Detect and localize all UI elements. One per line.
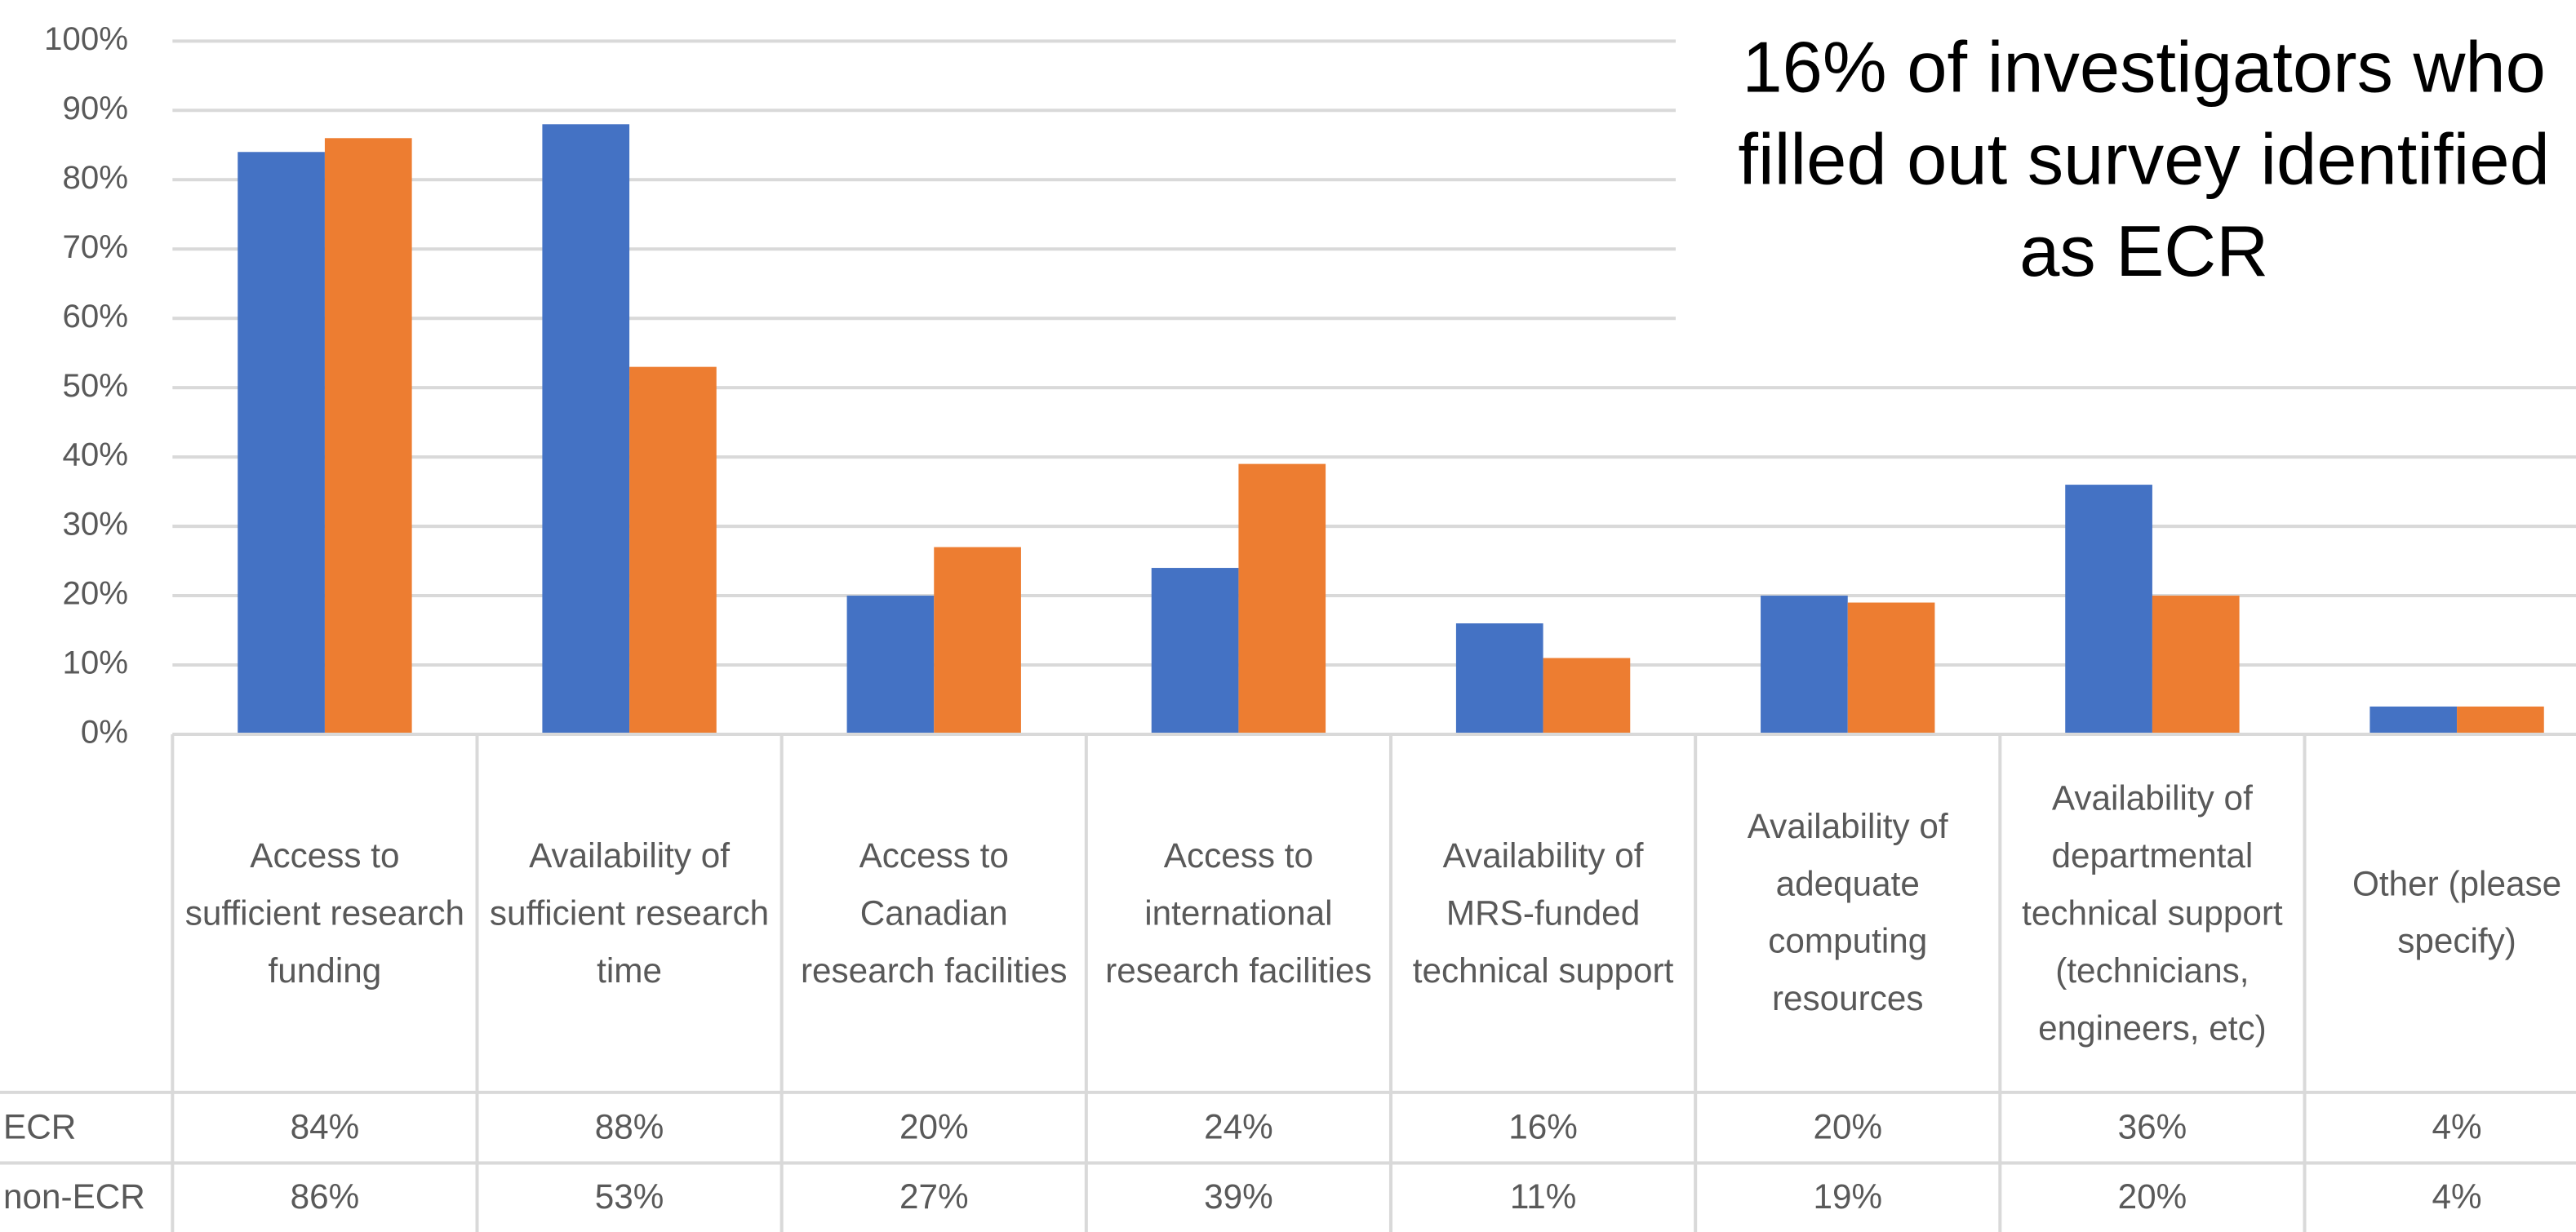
bar <box>2152 596 2240 734</box>
annotation-box: 16% of investigators who filled out surv… <box>1738 28 2550 293</box>
y-tick-label: 50% <box>62 367 128 404</box>
y-tick-label: 40% <box>62 437 128 473</box>
bar <box>1238 463 1326 734</box>
value-label: 53% <box>595 1177 664 1216</box>
bar <box>542 124 630 734</box>
x-tick-label-box: Access to Canadian research facilities <box>800 836 1068 990</box>
x-tick-label: Availability of sufficient research time <box>489 836 770 990</box>
x-tick-label-box: Availability of adequate computing resou… <box>1747 808 1948 1019</box>
value-label: 4% <box>2432 1107 2482 1146</box>
y-tick-label: 70% <box>62 228 128 265</box>
value-label: 36% <box>2118 1107 2187 1146</box>
value-label: 4% <box>2432 1177 2482 1216</box>
x-tick-label-box: Availability of departmental technical s… <box>2022 779 2283 1048</box>
bar <box>238 152 325 734</box>
y-tick-label: 80% <box>62 159 128 196</box>
bar <box>629 366 717 734</box>
value-label: 11% <box>1510 1177 1576 1216</box>
value-label: 19% <box>1813 1177 1882 1216</box>
bar <box>2065 485 2152 734</box>
x-tick-label: Other (please specify) <box>2352 866 2562 961</box>
x-tick-label: Access to Canadian research facilities <box>800 836 1068 990</box>
value-label: 20% <box>2118 1177 2187 1216</box>
bar <box>2457 706 2544 734</box>
y-tick-label: 90% <box>62 90 128 126</box>
value-label: 88% <box>595 1107 664 1146</box>
x-tick-label: Access to sufficient research funding <box>184 836 465 990</box>
x-tick-label-box: Availability of MRS-funded technical sup… <box>1412 836 1674 990</box>
y-tick-label: 0% <box>81 714 128 751</box>
bar <box>934 547 1021 734</box>
y-tick-label: 100% <box>44 20 128 57</box>
y-tick-label: 20% <box>62 575 128 612</box>
value-label: 16% <box>1508 1107 1578 1146</box>
bar <box>1761 596 1848 734</box>
x-tick-label: Availability of MRS-funded technical sup… <box>1412 836 1674 990</box>
bar <box>1543 658 1631 734</box>
value-label: 84% <box>291 1107 360 1146</box>
x-tick-label-box: Other (please specify) <box>2352 866 2562 961</box>
annotation: 16% of investigators who filled out surv… <box>1738 28 2550 293</box>
bar <box>1455 623 1543 734</box>
y-tick-label: 10% <box>62 645 128 681</box>
annotation-background <box>1676 0 2576 353</box>
x-tick-label: Availability of adequate computing resou… <box>1747 808 1948 1019</box>
x-tick-label-box: Availability of sufficient research time <box>489 836 770 990</box>
y-tick-label: 60% <box>62 298 128 335</box>
value-label: 27% <box>899 1177 969 1216</box>
bar <box>1847 602 1935 734</box>
x-tick-label: Access to international research facilit… <box>1105 836 1372 990</box>
x-tick-label-box: Access to sufficient research funding <box>184 836 465 990</box>
value-label: 20% <box>1813 1107 1882 1146</box>
legend-label: ECR <box>3 1107 76 1146</box>
value-label: 39% <box>1204 1177 1273 1216</box>
x-tick-label-box: Access to international research facilit… <box>1105 836 1372 990</box>
bar <box>324 138 412 734</box>
value-label: 24% <box>1204 1107 1273 1146</box>
y-tick-label: 30% <box>62 506 128 543</box>
legend-label: non-ECR <box>3 1177 145 1216</box>
bar <box>846 596 935 734</box>
x-tick-label: Availability of departmental technical s… <box>2022 779 2283 1048</box>
value-label: 20% <box>899 1107 969 1146</box>
bar <box>2369 706 2458 734</box>
value-label: 86% <box>291 1177 360 1216</box>
bar <box>1151 568 1239 734</box>
